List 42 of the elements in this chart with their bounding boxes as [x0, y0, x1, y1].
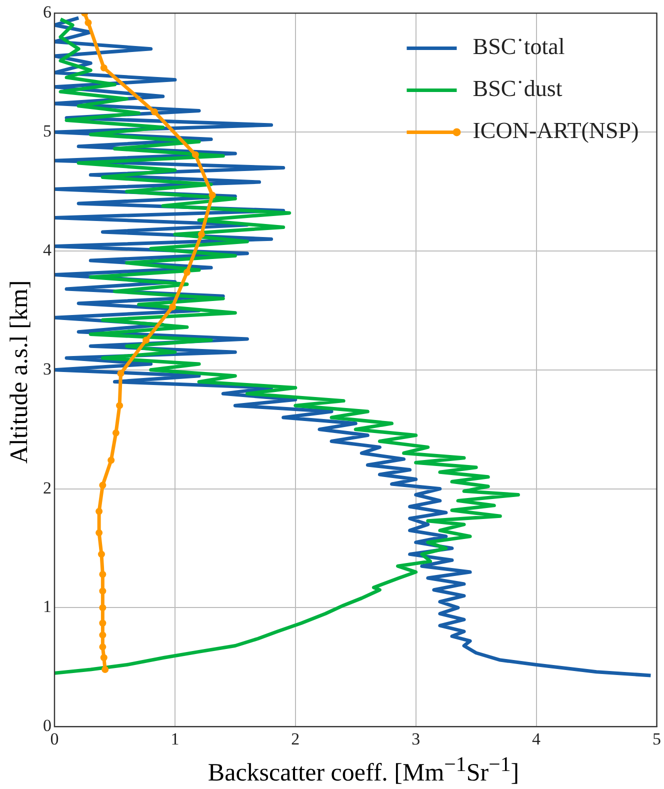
- y-tick-label: 1: [43, 597, 52, 616]
- y-tick-label: 0: [43, 716, 52, 736]
- point: [108, 456, 115, 464]
- point: [150, 108, 158, 116]
- point: [99, 570, 106, 578]
- x-tick-label: 2: [291, 729, 300, 748]
- point: [208, 192, 216, 199]
- point: [99, 604, 106, 612]
- point: [112, 429, 120, 436]
- legend-label: BSC˙dust: [472, 76, 563, 102]
- x-axis-title: Backscatter coeff. [Mm$^{−1}$Sr$^{−1}$]: [206, 752, 520, 788]
- y-axis-title: Altitude a.s.l [km]: [6, 279, 34, 466]
- point: [96, 529, 103, 536]
- point: [99, 643, 106, 650]
- point: [102, 666, 109, 674]
- point: [99, 632, 106, 639]
- point: [100, 654, 108, 662]
- x-tick-label: 5: [652, 729, 661, 748]
- point: [96, 508, 103, 515]
- y-tick-label: 4: [43, 240, 52, 260]
- x-tick-label: 4: [532, 729, 542, 748]
- y-tick-label: 5: [43, 122, 52, 141]
- point: [84, 19, 92, 26]
- point: [142, 336, 150, 344]
- point: [99, 588, 106, 595]
- x-tick-label: 3: [412, 729, 420, 748]
- point: [117, 370, 124, 377]
- point: [99, 482, 106, 489]
- point: [183, 268, 190, 276]
- y-tick-label: 6: [43, 2, 52, 22]
- x-tick-label: 1: [170, 729, 180, 748]
- y-tick-label: 2: [43, 478, 52, 498]
- y-tick-label: 3: [43, 359, 52, 378]
- point: [99, 620, 106, 627]
- legend-label: BSC˙total: [472, 34, 565, 60]
- legend-label: ICON-ART(NSP): [472, 118, 639, 144]
- point: [98, 550, 105, 558]
- point: [116, 402, 124, 410]
- point: [169, 303, 176, 310]
- point: [100, 64, 108, 72]
- point: [198, 230, 205, 238]
- point: [192, 151, 199, 158]
